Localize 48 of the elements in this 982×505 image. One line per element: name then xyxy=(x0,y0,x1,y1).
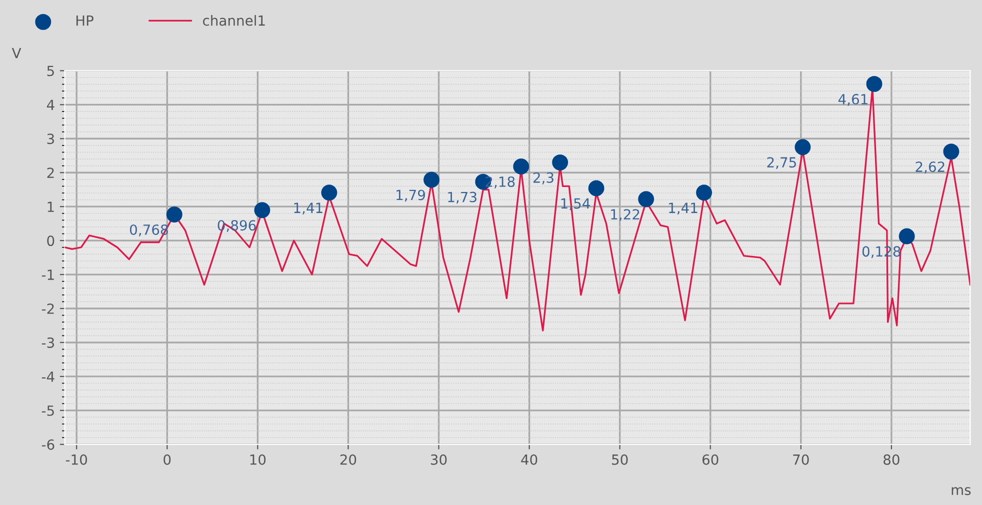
point xyxy=(866,76,882,92)
y-tick-label: -6 xyxy=(42,439,54,450)
x-tick-label: 0 xyxy=(164,454,171,465)
x-tick-label: 60 xyxy=(702,454,718,465)
y-tick-label: -4 xyxy=(42,372,54,382)
legend-label: HP xyxy=(76,15,94,26)
y-tick-label: -1 xyxy=(42,270,54,280)
legend-label: channel1 xyxy=(203,15,265,26)
y-tick-label: 0 xyxy=(47,236,54,246)
point xyxy=(552,154,568,170)
point xyxy=(166,206,182,222)
point xyxy=(898,228,915,244)
x-tick-label: -10 xyxy=(66,454,88,465)
x-tick-label: 70 xyxy=(793,454,809,465)
x-tick-label: 20 xyxy=(340,454,356,465)
y-axis-title: V xyxy=(12,48,22,58)
data-label: 1,41 xyxy=(669,202,698,215)
y-tick-label: 3 xyxy=(47,134,54,144)
y-tick-label: -5 xyxy=(42,406,54,416)
data-label: 1,41 xyxy=(294,202,322,215)
point xyxy=(638,191,654,208)
y-tick-label: -3 xyxy=(42,337,54,348)
x-tick-label: 30 xyxy=(430,454,447,465)
y-tick-label: 5 xyxy=(47,66,54,76)
data-label: 2,75 xyxy=(767,157,796,170)
data-label: 2,62 xyxy=(916,162,944,174)
data-label: 4,61 xyxy=(838,94,868,106)
data-label: 1,22 xyxy=(611,209,640,222)
point xyxy=(321,184,338,201)
y-tick-label: 2 xyxy=(47,168,54,178)
x-axis-title: ms xyxy=(952,487,971,496)
point xyxy=(254,202,270,218)
y-tick-label: 4 xyxy=(46,100,54,110)
point xyxy=(424,172,440,188)
point xyxy=(943,144,960,160)
y-tick-label: -2 xyxy=(42,303,54,314)
point xyxy=(794,139,811,156)
x-tick-label: 80 xyxy=(884,454,900,465)
point xyxy=(696,184,712,201)
point xyxy=(513,158,530,174)
x-tick-label: 50 xyxy=(612,454,628,465)
y-tick-label: 1 xyxy=(48,202,54,212)
data-label: 2,3 xyxy=(533,172,554,184)
data-label: 1,73 xyxy=(448,192,476,204)
x-tick-label: 10 xyxy=(250,454,266,465)
x-tick-label: 40 xyxy=(521,454,538,465)
data-label: 1,79 xyxy=(396,190,425,202)
point xyxy=(588,180,604,196)
